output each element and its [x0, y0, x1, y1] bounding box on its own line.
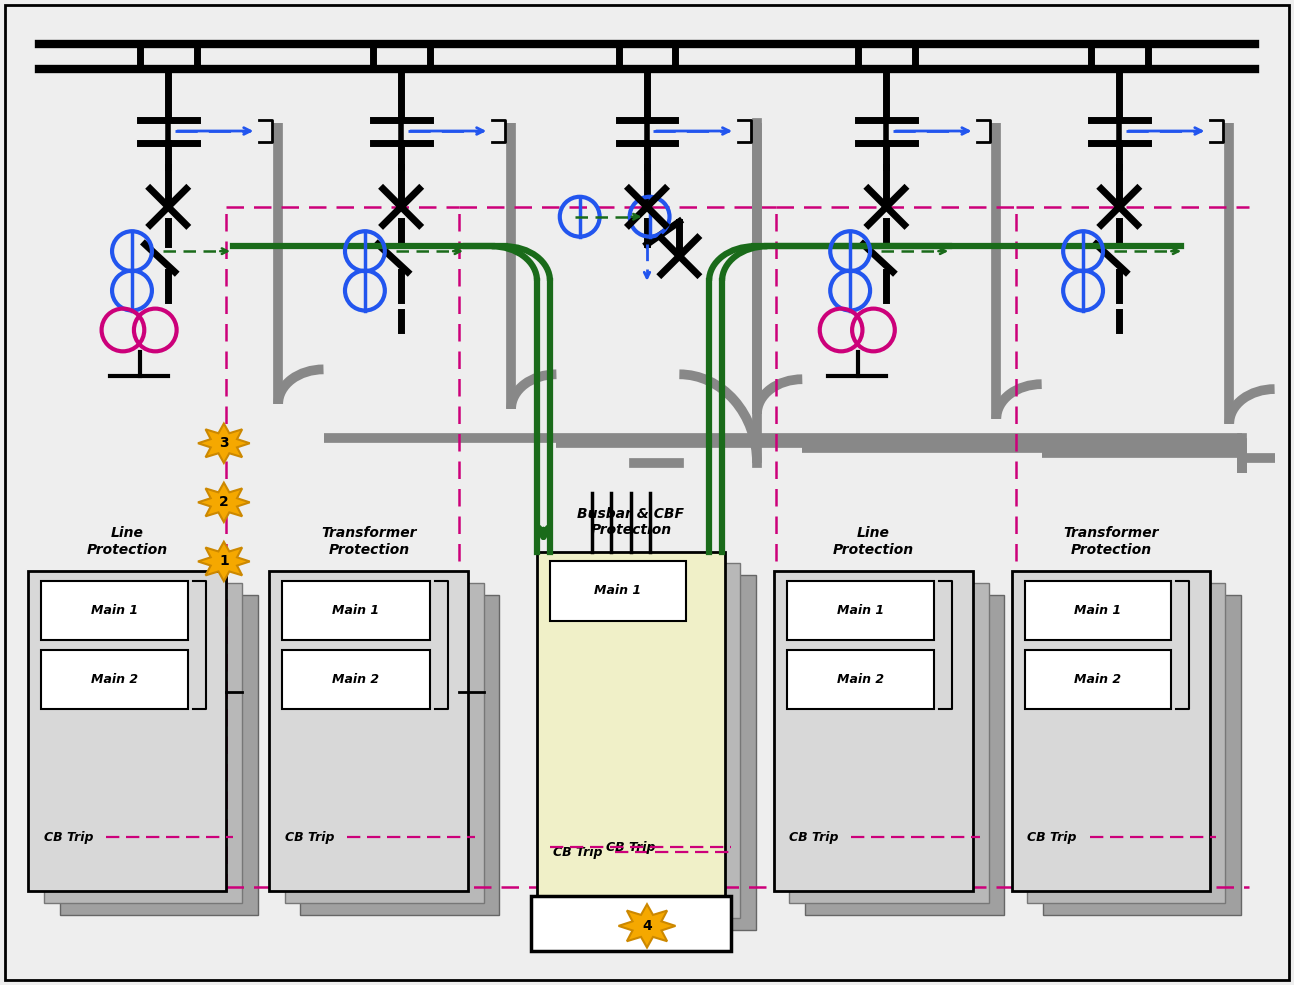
- Text: 4: 4: [642, 919, 652, 933]
- Text: Main 1: Main 1: [333, 604, 379, 618]
- Text: Main 2: Main 2: [1074, 673, 1122, 687]
- FancyBboxPatch shape: [1012, 571, 1210, 891]
- Text: Main 2: Main 2: [91, 673, 138, 687]
- Polygon shape: [198, 424, 250, 463]
- FancyBboxPatch shape: [1043, 595, 1241, 915]
- FancyBboxPatch shape: [28, 571, 226, 891]
- Text: 1: 1: [219, 555, 229, 568]
- FancyBboxPatch shape: [5, 5, 1289, 980]
- FancyBboxPatch shape: [787, 581, 934, 640]
- FancyBboxPatch shape: [285, 583, 484, 903]
- Text: CB Trip: CB Trip: [44, 830, 93, 844]
- FancyBboxPatch shape: [41, 650, 188, 709]
- Text: Main 2: Main 2: [333, 673, 379, 687]
- Text: Busbar & CBF
Protection: Busbar & CBF Protection: [577, 506, 685, 537]
- FancyBboxPatch shape: [550, 561, 686, 621]
- FancyBboxPatch shape: [537, 552, 725, 906]
- Text: CB Trip: CB Trip: [285, 830, 334, 844]
- FancyBboxPatch shape: [805, 595, 1004, 915]
- Text: CB Trip: CB Trip: [1027, 830, 1077, 844]
- FancyBboxPatch shape: [774, 571, 973, 891]
- FancyBboxPatch shape: [1025, 650, 1171, 709]
- FancyBboxPatch shape: [44, 583, 242, 903]
- Text: CB Trip: CB Trip: [606, 840, 656, 854]
- Text: Main 1: Main 1: [837, 604, 884, 618]
- FancyBboxPatch shape: [41, 581, 188, 640]
- Text: CB Trip: CB Trip: [553, 845, 602, 859]
- FancyBboxPatch shape: [568, 575, 756, 930]
- FancyBboxPatch shape: [789, 583, 989, 903]
- FancyBboxPatch shape: [60, 595, 258, 915]
- Text: 3: 3: [219, 436, 229, 450]
- Text: Transformer
Protection: Transformer Protection: [321, 526, 417, 557]
- Text: Transformer
Protection: Transformer Protection: [1064, 526, 1158, 557]
- Text: Main 1: Main 1: [1074, 604, 1122, 618]
- Polygon shape: [619, 904, 675, 948]
- Text: 2: 2: [219, 495, 229, 509]
- FancyBboxPatch shape: [282, 581, 430, 640]
- FancyBboxPatch shape: [300, 595, 499, 915]
- FancyBboxPatch shape: [553, 563, 740, 918]
- Text: Main 2: Main 2: [837, 673, 884, 687]
- Text: Line
Protection: Line Protection: [87, 526, 168, 557]
- Text: Main 1: Main 1: [91, 604, 138, 618]
- Text: CB Trip: CB Trip: [789, 830, 839, 844]
- FancyBboxPatch shape: [1027, 583, 1225, 903]
- FancyBboxPatch shape: [282, 650, 430, 709]
- Text: Main 1: Main 1: [594, 584, 642, 598]
- Polygon shape: [198, 542, 250, 581]
- FancyBboxPatch shape: [1025, 581, 1171, 640]
- FancyBboxPatch shape: [531, 896, 731, 951]
- FancyBboxPatch shape: [787, 650, 934, 709]
- FancyBboxPatch shape: [269, 571, 468, 891]
- Text: Line
Protection: Line Protection: [833, 526, 914, 557]
- Polygon shape: [198, 483, 250, 522]
